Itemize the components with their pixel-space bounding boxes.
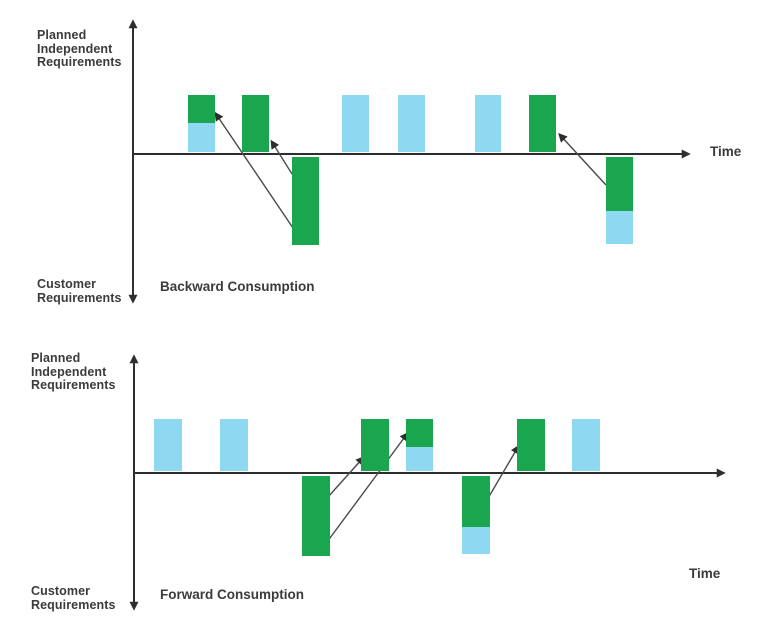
forward-consumption-title-line: Forward Consumption xyxy=(160,587,304,602)
customer-requirements-axis-label-line: Requirements xyxy=(37,290,122,305)
bar-segment-green xyxy=(462,476,490,527)
planned-independent-requirement-bar xyxy=(361,419,389,471)
bar-segment-blue xyxy=(188,123,215,152)
backward-consumption-title-line: Backward Consumption xyxy=(160,279,315,294)
consumption-arrow xyxy=(486,444,520,501)
consumption-arrow xyxy=(214,111,294,229)
planned-independent-requirement-bar xyxy=(242,95,269,152)
planned-independent-requirement-bar xyxy=(220,419,248,471)
bar-segment-blue xyxy=(462,527,490,554)
planned-independent-requirement-bar xyxy=(188,95,215,152)
consumption-arrow xyxy=(558,133,607,186)
customer-requirements-axis-label: Customer Requirements xyxy=(31,584,116,612)
bar-segment-blue xyxy=(398,95,425,152)
bar-segment-blue xyxy=(220,419,248,471)
planned-independent-requirement-bar xyxy=(154,419,182,471)
consumption-arrow xyxy=(270,139,293,175)
planned-independent-requirement-bar xyxy=(572,419,600,471)
customer-requirements-axis-label-line: Customer xyxy=(37,277,97,291)
planned-independent-requirement-bar xyxy=(475,95,501,152)
time-axis-label: Time xyxy=(689,566,720,581)
forward-consumption-title: Forward Consumption xyxy=(160,587,304,602)
bar-segment-green xyxy=(188,95,215,123)
bar-segment-green xyxy=(302,476,330,556)
time-axis-label: Time xyxy=(710,144,741,159)
bar-segment-green xyxy=(406,419,433,447)
pir-axis-label-line: Planned xyxy=(31,351,81,365)
pir-axis-label-line: Requirements xyxy=(37,55,122,69)
customer-requirement-bar xyxy=(302,476,330,556)
planned-independent-requirement-bar xyxy=(342,95,369,152)
customer-requirements-axis-label-line: Customer xyxy=(31,584,91,598)
pir-axis-label-line: Independent xyxy=(31,364,107,379)
planned-independent-requirement-bar xyxy=(406,419,433,471)
time-axis-label-line: Time xyxy=(689,566,721,581)
customer-requirement-bar xyxy=(606,157,633,244)
pir-axis-label-line: Planned xyxy=(37,28,87,42)
planned-independent-requirement-bar xyxy=(517,419,545,471)
planned-independent-requirement-bar xyxy=(529,95,556,152)
bar-segment-blue xyxy=(606,211,633,244)
bar-segment-green xyxy=(292,157,319,245)
backward-consumption-title: Backward Consumption xyxy=(160,279,315,294)
bar-segment-blue xyxy=(572,419,600,471)
customer-requirements-axis-label: Customer Requirements xyxy=(37,277,122,305)
time-axis-label-line: Time xyxy=(710,144,742,159)
bar-segment-green xyxy=(361,419,389,471)
bar-segment-blue xyxy=(475,95,501,152)
consumption-arrow xyxy=(326,431,409,543)
bar-segment-blue xyxy=(342,95,369,152)
bar-segment-blue xyxy=(406,447,433,471)
pir-axis-label: Planned Independent Requirements xyxy=(31,351,116,393)
customer-requirement-bar xyxy=(292,157,319,245)
pir-axis-label-line: Requirements xyxy=(31,378,116,392)
planned-independent-requirement-bar xyxy=(398,95,425,152)
consumption-arrow xyxy=(327,455,365,498)
bar-segment-green xyxy=(242,95,269,152)
customer-requirements-axis-label-line: Requirements xyxy=(31,597,116,612)
bar-segment-green xyxy=(529,95,556,152)
bar-segment-green xyxy=(517,419,545,471)
pir-axis-label-line: Independent xyxy=(37,41,113,56)
customer-requirement-bar xyxy=(462,476,490,554)
bar-segment-green xyxy=(606,157,633,211)
pir-axis-label: Planned Independent Requirements xyxy=(37,28,122,70)
bar-segment-blue xyxy=(154,419,182,471)
